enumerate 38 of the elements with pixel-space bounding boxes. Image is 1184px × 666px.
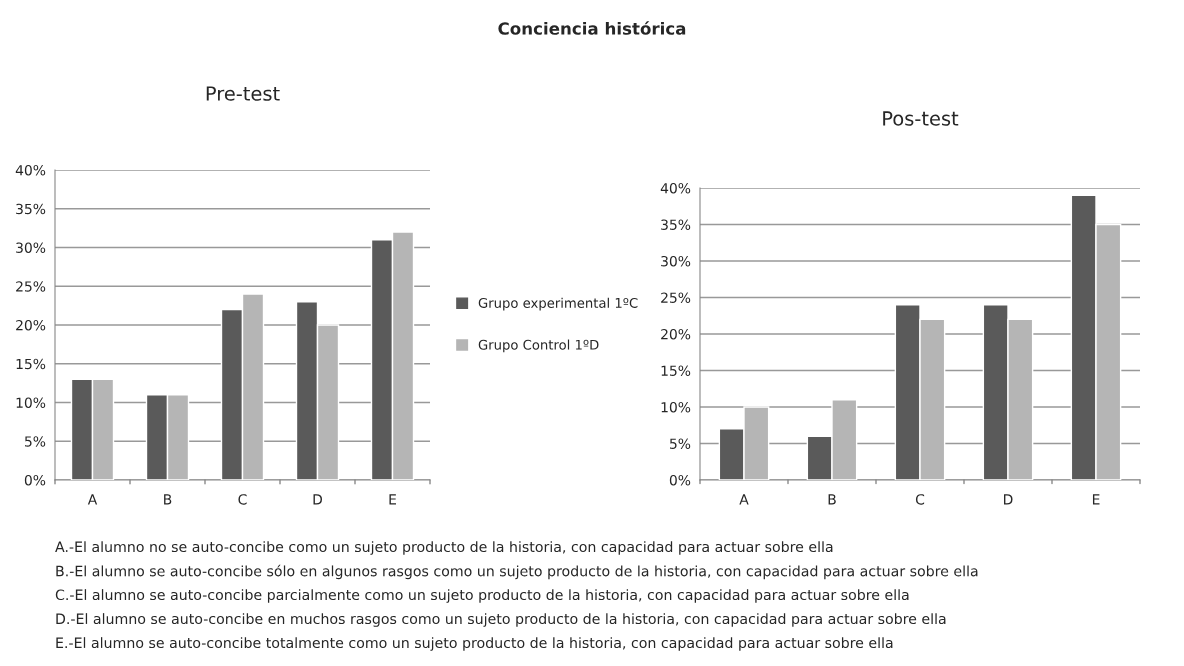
x-tick-label: B [828, 494, 836, 505]
y-tick-label: 20% [661, 328, 691, 340]
text: E.-El alumno se auto-concibe totalmente como un sujeto producto de la historia, con capacidad para actuar sobre ella [56, 637, 893, 651]
text: D.-El alumno se auto-concibe en muchos rasgos como un sujeto producto de la historia, con capacidad para actuar sobre ella [56, 613, 946, 627]
legend-label: Grupo experimental 1ºC [478, 297, 638, 311]
y-tick-label: 40% [15, 164, 46, 176]
chart-title: Pre-test [206, 86, 280, 101]
x-tick-label: E [389, 494, 396, 505]
y-tick-label: 35% [16, 203, 46, 215]
x-tick-label: E [1092, 494, 1100, 505]
x-tick-label: C [238, 494, 247, 505]
x-tick-label: C [915, 494, 925, 505]
y-tick-label: 0% [669, 474, 691, 486]
text: C.-El alumno se auto-concibe parcialmente como un sujeto producto de la historia, con capacidad para actuar sobre ella [55, 589, 909, 603]
x-tick-label: D [1004, 494, 1013, 505]
text: Conciencia histórica [498, 21, 686, 35]
text: B.-El alumno se auto-concibe sólo en algunos rasgos como un sujeto producto de la historia, con capacidad para actuar sobre ella [56, 564, 978, 580]
y-tick-label: 15% [16, 358, 46, 370]
y-tick-label: 15% [661, 365, 691, 376]
y-tick-label: 40% [660, 182, 691, 194]
y-tick-label: 30% [661, 255, 691, 267]
y-tick-label: 20% [16, 319, 46, 331]
y-tick-label: 25% [661, 292, 691, 303]
chart-title: Pos-test [883, 111, 959, 126]
y-tick-label: 30% [16, 242, 46, 253]
y-tick-label: 5% [670, 438, 691, 449]
y-tick-label: 10% [661, 401, 691, 413]
y-tick-label: 5% [25, 436, 46, 447]
x-tick-label: D [313, 494, 323, 505]
legend-label: Grupo Control 1ºD [478, 339, 599, 353]
y-tick-label: 0% [24, 474, 46, 486]
y-tick-label: 35% [661, 219, 691, 230]
x-tick-label: A [87, 494, 98, 505]
x-tick-label: A [739, 494, 749, 505]
y-tick-label: 25% [16, 281, 46, 292]
x-tick-label: B [164, 494, 172, 505]
y-tick-label: 10% [16, 397, 46, 408]
text: A.-El alumno no se auto-concibe como un sujeto producto de la historia, con capacidad para actuar sobre ella [55, 541, 833, 555]
